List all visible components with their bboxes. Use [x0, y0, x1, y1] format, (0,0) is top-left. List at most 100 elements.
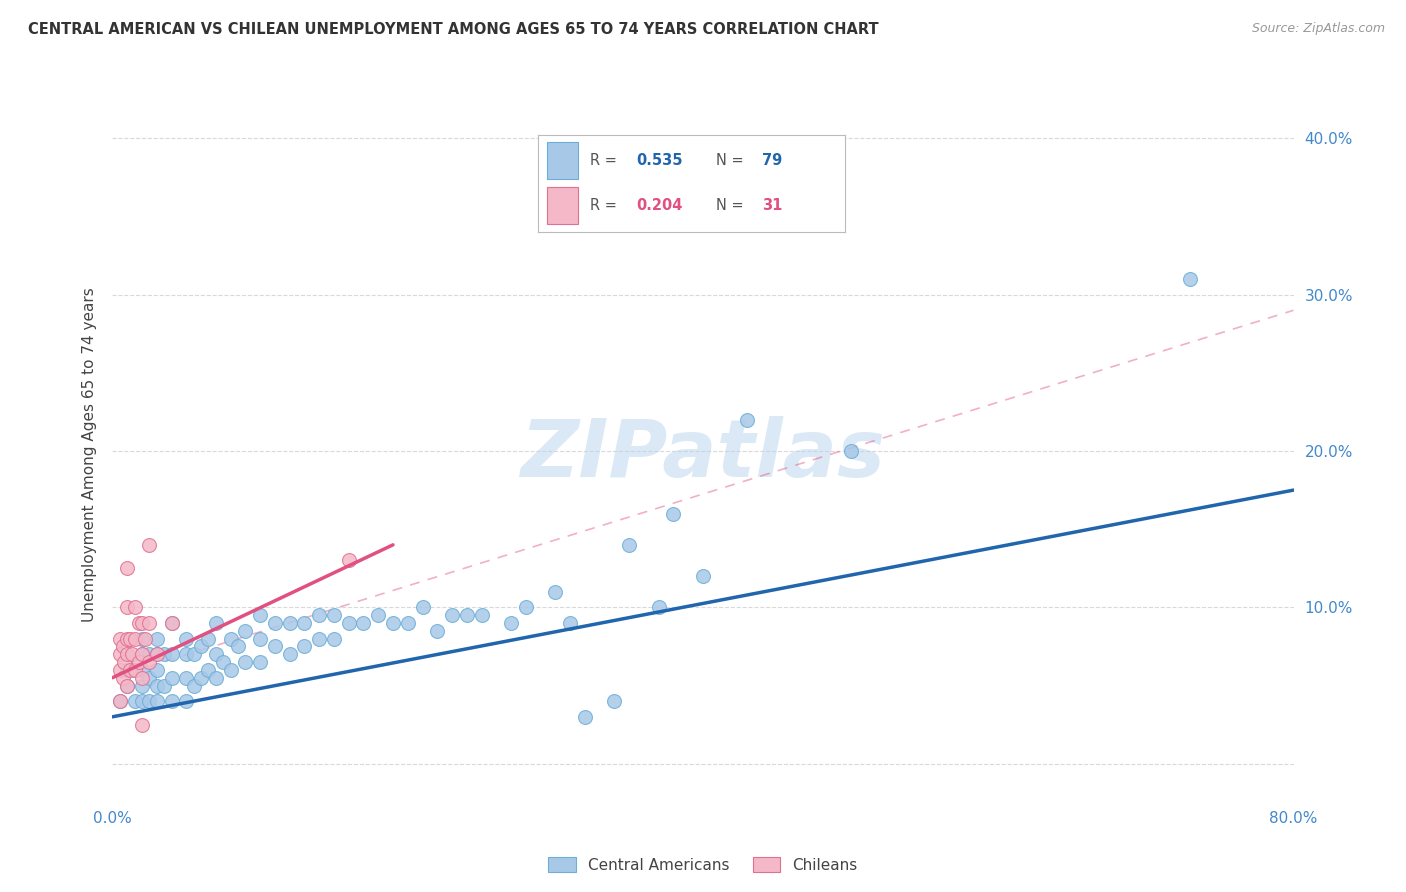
- Point: [308, 608, 330, 623]
- Point: [264, 640, 287, 654]
- Bar: [547, 187, 578, 225]
- Point: [174, 671, 197, 685]
- Point: [111, 640, 134, 654]
- Point: [117, 663, 138, 677]
- Point: [515, 600, 537, 615]
- Point: [219, 663, 242, 677]
- Point: [111, 671, 134, 685]
- Point: [367, 608, 389, 623]
- Legend: Central Americans, Chileans: Central Americans, Chileans: [543, 851, 863, 879]
- Text: 0.535: 0.535: [636, 153, 682, 168]
- Point: [197, 663, 219, 677]
- Point: [146, 694, 169, 708]
- Point: [124, 600, 146, 615]
- Point: [396, 615, 419, 630]
- Point: [138, 671, 160, 685]
- Point: [138, 647, 160, 661]
- Point: [120, 632, 142, 646]
- Point: [292, 640, 315, 654]
- Point: [205, 671, 228, 685]
- Point: [112, 655, 135, 669]
- Point: [737, 413, 759, 427]
- Point: [501, 615, 523, 630]
- Point: [131, 647, 153, 661]
- Point: [128, 655, 150, 669]
- Point: [117, 647, 138, 661]
- Point: [131, 615, 153, 630]
- Point: [1178, 272, 1201, 286]
- Point: [839, 444, 862, 458]
- Point: [574, 710, 596, 724]
- Point: [292, 615, 315, 630]
- Point: [108, 694, 131, 708]
- Point: [337, 615, 360, 630]
- Point: [131, 663, 153, 677]
- Point: [558, 615, 582, 630]
- Point: [124, 694, 146, 708]
- Point: [278, 647, 301, 661]
- Point: [131, 694, 153, 708]
- Text: Source: ZipAtlas.com: Source: ZipAtlas.com: [1251, 22, 1385, 36]
- Point: [146, 647, 169, 661]
- Point: [456, 608, 478, 623]
- Point: [134, 632, 156, 646]
- Point: [226, 640, 249, 654]
- Point: [441, 608, 464, 623]
- Text: 79: 79: [762, 153, 782, 168]
- Point: [692, 569, 714, 583]
- Point: [117, 600, 138, 615]
- Point: [160, 694, 183, 708]
- Point: [219, 632, 242, 646]
- Point: [124, 663, 146, 677]
- Point: [603, 694, 626, 708]
- Point: [308, 632, 330, 646]
- Point: [131, 632, 153, 646]
- Text: R =: R =: [591, 199, 621, 213]
- Point: [108, 663, 131, 677]
- Point: [131, 717, 153, 731]
- Point: [117, 679, 138, 693]
- Point: [662, 507, 685, 521]
- Point: [146, 679, 169, 693]
- Point: [138, 615, 160, 630]
- Point: [160, 615, 183, 630]
- Point: [138, 655, 160, 669]
- Point: [212, 655, 235, 669]
- Point: [278, 615, 301, 630]
- Point: [190, 640, 212, 654]
- Text: N =: N =: [716, 153, 748, 168]
- Point: [382, 615, 405, 630]
- Point: [131, 647, 153, 661]
- Point: [352, 615, 374, 630]
- Point: [426, 624, 449, 638]
- Point: [174, 647, 197, 661]
- Bar: [547, 142, 578, 178]
- Point: [183, 679, 205, 693]
- Y-axis label: Unemployment Among Ages 65 to 74 years: Unemployment Among Ages 65 to 74 years: [82, 287, 97, 623]
- Point: [131, 671, 153, 685]
- Point: [174, 694, 197, 708]
- Point: [124, 632, 146, 646]
- Point: [153, 647, 176, 661]
- Point: [108, 694, 131, 708]
- Text: R =: R =: [591, 153, 621, 168]
- Point: [117, 679, 138, 693]
- Point: [544, 584, 567, 599]
- Point: [138, 694, 160, 708]
- Text: 31: 31: [762, 199, 782, 213]
- Point: [117, 561, 138, 575]
- Point: [160, 647, 183, 661]
- Point: [411, 600, 433, 615]
- Point: [174, 632, 197, 646]
- Point: [160, 671, 183, 685]
- Point: [146, 632, 169, 646]
- Point: [647, 600, 671, 615]
- Point: [121, 647, 143, 661]
- Point: [146, 647, 169, 661]
- Point: [153, 679, 176, 693]
- Point: [183, 647, 205, 661]
- Point: [205, 647, 228, 661]
- Point: [619, 538, 641, 552]
- Point: [249, 655, 271, 669]
- Point: [160, 615, 183, 630]
